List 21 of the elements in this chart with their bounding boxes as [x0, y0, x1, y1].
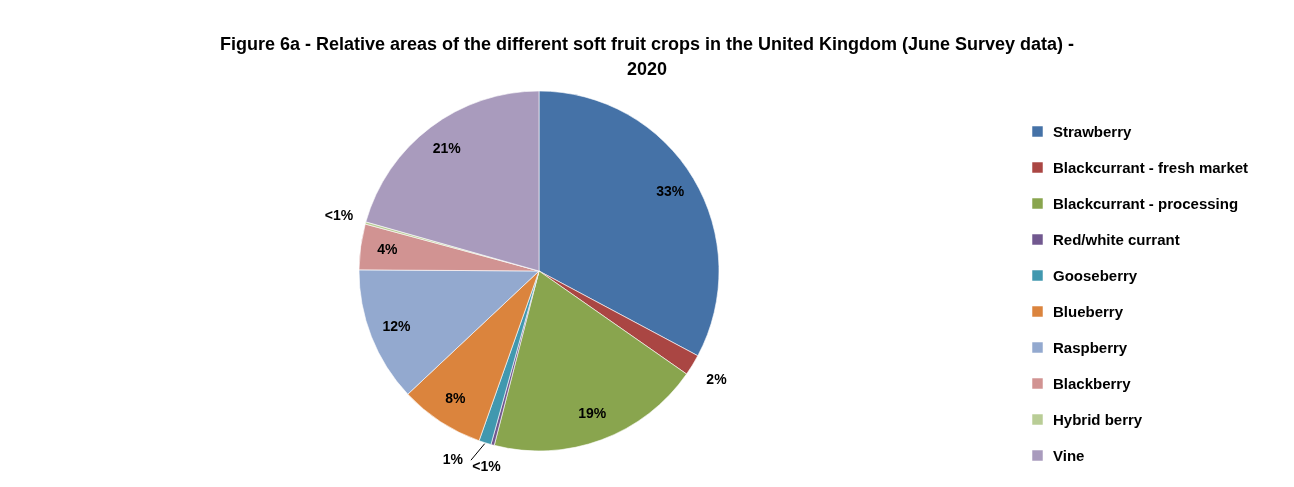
data-label: 2% — [706, 370, 728, 387]
legend-label: Vine — [1053, 446, 1085, 464]
legend-label: Hybrid berry — [1053, 410, 1143, 428]
data-label: <1% — [324, 206, 354, 223]
data-label: 12% — [382, 317, 412, 334]
legend-label: Blackberry — [1053, 374, 1132, 392]
data-label: 1% — [442, 451, 464, 468]
legend-label: Gooseberry — [1053, 266, 1138, 284]
legend-label: Blackcurrant - fresh market — [1053, 158, 1249, 176]
data-label: <1% — [472, 458, 502, 475]
data-label: 33% — [656, 183, 685, 200]
legend-label: Strawberry — [1053, 122, 1133, 140]
chart-title: Figure 6a - Relative areas of the different soft fruit crops in the United Kingdom (June Survey data) - 2020 — [219, 34, 1075, 79]
data-label: 8% — [445, 390, 467, 407]
legend-label: Raspberry — [1053, 338, 1128, 356]
data-label: 4% — [377, 241, 399, 258]
legend-label: Blackcurrant - processing — [1053, 194, 1239, 212]
legend-label: Red/white currant — [1053, 230, 1180, 248]
data-label: 19% — [578, 405, 607, 422]
data-label: 21% — [432, 139, 462, 156]
legend-label: Blueberry — [1053, 302, 1124, 320]
